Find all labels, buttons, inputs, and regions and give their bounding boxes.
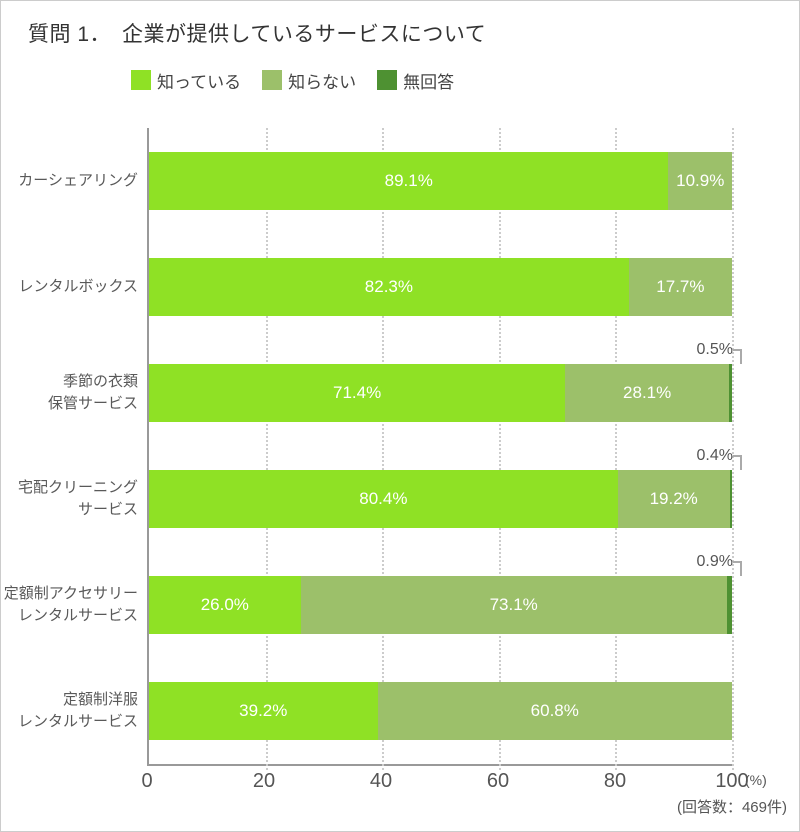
legend-swatch-icon: [262, 70, 283, 90]
bar-segment: 73.1%: [300, 576, 727, 634]
gridline: [615, 128, 618, 770]
bar-segment: 71.4%: [149, 364, 566, 422]
bar-segment: 60.8%: [377, 682, 732, 740]
respondents-note: (回答数：469件): [676, 799, 787, 816]
bar-value-label: 89.1%: [384, 171, 433, 190]
bar-row: 39.2% 60.8%: [149, 658, 732, 764]
x-axis-tick-label: 80: [603, 770, 627, 792]
annotation-value-label: 0.9%: [696, 553, 733, 570]
bar-value-label: 80.4%: [359, 489, 408, 508]
bar-value-label: 73.1%: [489, 595, 538, 614]
bar-value-label: 26.0%: [200, 595, 249, 614]
annotation-leader-line: [733, 561, 742, 576]
stacked-bar: 71.4% 28.1%: [149, 364, 732, 422]
category-label-line: 定額制洋服: [62, 691, 138, 709]
legend: 知っている 知らない 無回答: [131, 68, 799, 93]
stacked-bar: 26.0% 73.1%: [149, 576, 732, 634]
bar-segment: 26.0%: [149, 576, 301, 634]
annotation-value-label: 0.4%: [696, 447, 733, 464]
bar-value-label: 82.3%: [364, 277, 413, 296]
bar-value-label: 17.7%: [656, 277, 705, 296]
stacked-bar: 39.2% 60.8%: [149, 682, 732, 740]
annotation-value-label: 0.5%: [696, 341, 733, 358]
category-label-line: サービス: [77, 501, 138, 518]
category-label-line: レンタルボックス: [18, 278, 138, 296]
category-label: 宅配クリーニングサービス: [1, 446, 147, 552]
bar-row: 89.1% 10.9%: [149, 128, 732, 234]
category-label-line: 定額制アクセサリー: [3, 585, 138, 603]
bar-value-label: 71.4%: [333, 383, 382, 402]
bar-segment: [729, 364, 732, 422]
x-axis: (%) 0 20 40 60 80 100: [141, 766, 766, 792]
x-axis-unit-label: (%): [745, 772, 767, 788]
x-axis-tick-label: 60: [486, 770, 510, 792]
stacked-bar: 80.4% 19.2%: [149, 470, 732, 528]
bar-segment: [729, 470, 732, 528]
x-axis-tick-label: 20: [252, 770, 276, 792]
category-label-line: カーシェアリング: [18, 172, 138, 190]
bar-row: 71.4% 28.1% 0.5%: [149, 340, 742, 446]
legend-item-1: 知らない: [262, 68, 356, 93]
category-label-line: レンタルサービス: [17, 607, 138, 624]
legend-label: 知っている: [157, 72, 242, 92]
category-label: 季節の衣類保管サービス: [1, 340, 147, 446]
annotation-leader-line: [733, 349, 742, 364]
bar-segment: 28.1%: [565, 364, 730, 422]
x-axis-tick-label: 40: [369, 770, 393, 792]
category-label: 定額制洋服レンタルサービス: [1, 658, 147, 764]
bar-value-label: 19.2%: [649, 489, 698, 508]
bar-segment: 19.2%: [617, 470, 730, 528]
category-labels-column: カーシェアリング レンタルボックス季節の衣類保管サービス宅配クリーニングサービス定…: [1, 128, 147, 766]
gridline: [498, 128, 501, 770]
gridline: [382, 128, 385, 770]
bar-row: 82.3% 17.7%: [149, 234, 732, 340]
legend-swatch-icon: [131, 70, 151, 90]
stacked-bar: 89.1% 10.9%: [149, 152, 732, 210]
small-segment-annotation: 0.5%: [697, 341, 742, 364]
bar-value-label: 10.9%: [676, 171, 725, 190]
bar-row: 26.0% 73.1% 0.9%: [149, 552, 742, 658]
bar-segment: 80.4%: [149, 470, 618, 528]
bar-segment: 89.1%: [149, 152, 669, 210]
bar-row: 80.4% 19.2% 0.4%: [149, 446, 742, 552]
category-label: カーシェアリング: [1, 128, 147, 234]
bar-value-label: 60.8%: [530, 701, 579, 720]
stacked-bar-chart: カーシェアリング レンタルボックス季節の衣類保管サービス宅配クリーニングサービス定…: [1, 128, 799, 770]
plot-area: 89.1% 10.9% 82.3% 17.7% 71.4% 28.1% 0.5% 80.4% 1…: [147, 128, 742, 770]
category-label: 定額制アクセサリーレンタルサービス: [1, 552, 147, 658]
category-label-line: レンタルサービス: [17, 713, 138, 730]
legend-label: 知らない: [288, 72, 357, 92]
legend-item-0: 知っている: [131, 68, 241, 93]
gridline: [732, 128, 734, 770]
legend-item-2: 無回答: [377, 68, 454, 93]
x-axis-tick-label: 100: [715, 770, 749, 792]
bar-value-label: 28.1%: [623, 383, 672, 402]
bar-segment: 10.9%: [668, 152, 732, 210]
small-segment-annotation: 0.4%: [697, 447, 742, 470]
bar-segment: [726, 576, 732, 634]
bar-segment: 17.7%: [628, 258, 732, 316]
annotation-leader-line: [733, 455, 742, 470]
bar-segment: 39.2%: [149, 682, 378, 740]
category-label-line: 季節の衣類: [62, 373, 138, 391]
category-label-line: 宅配クリーニング: [17, 479, 138, 497]
category-label-line: 保管サービス: [47, 395, 138, 412]
small-segment-annotation: 0.9%: [697, 553, 742, 576]
gridline: [265, 128, 268, 770]
chart-title: 質問 1． 企業が提供しているサービスについて: [28, 23, 487, 46]
stacked-bar: 82.3% 17.7%: [149, 258, 732, 316]
bar-value-label: 39.2%: [239, 701, 288, 720]
x-axis-tick-label: 0: [141, 770, 153, 792]
legend-label: 無回答: [403, 72, 455, 92]
bar-segment: 82.3%: [149, 258, 629, 316]
category-label: レンタルボックス: [1, 234, 147, 340]
legend-swatch-icon: [377, 70, 398, 90]
